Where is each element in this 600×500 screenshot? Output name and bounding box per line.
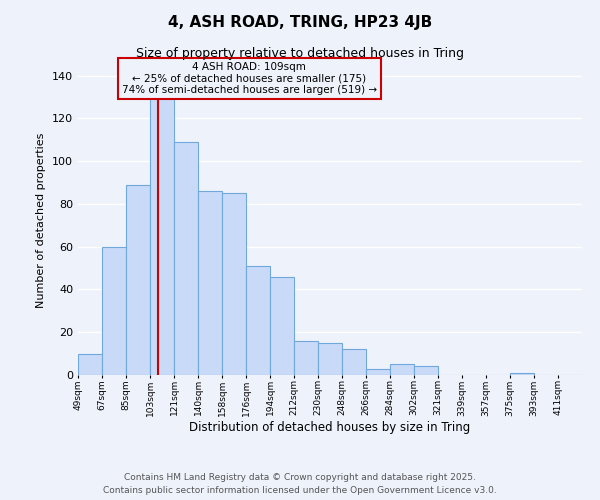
Bar — [174, 142, 198, 375]
Bar — [270, 276, 294, 375]
Bar — [102, 246, 126, 375]
Text: Contains public sector information licensed under the Open Government Licence v3: Contains public sector information licen… — [103, 486, 497, 495]
Bar — [414, 366, 438, 375]
Bar — [390, 364, 414, 375]
Text: 4 ASH ROAD: 109sqm
← 25% of detached houses are smaller (175)
74% of semi-detach: 4 ASH ROAD: 109sqm ← 25% of detached hou… — [122, 62, 377, 95]
Text: 4, ASH ROAD, TRING, HP23 4JB: 4, ASH ROAD, TRING, HP23 4JB — [168, 15, 432, 30]
Y-axis label: Number of detached properties: Number of detached properties — [37, 132, 46, 308]
Bar — [246, 266, 270, 375]
Bar — [342, 350, 366, 375]
Bar — [294, 341, 318, 375]
Text: Size of property relative to detached houses in Tring: Size of property relative to detached ho… — [136, 48, 464, 60]
Bar — [78, 354, 102, 375]
Bar — [510, 373, 534, 375]
Bar — [318, 343, 342, 375]
Bar — [150, 90, 174, 375]
Bar — [126, 184, 150, 375]
X-axis label: Distribution of detached houses by size in Tring: Distribution of detached houses by size … — [190, 421, 470, 434]
Bar — [366, 368, 390, 375]
Bar — [198, 191, 222, 375]
Text: Contains HM Land Registry data © Crown copyright and database right 2025.: Contains HM Land Registry data © Crown c… — [124, 472, 476, 482]
Bar — [222, 194, 246, 375]
